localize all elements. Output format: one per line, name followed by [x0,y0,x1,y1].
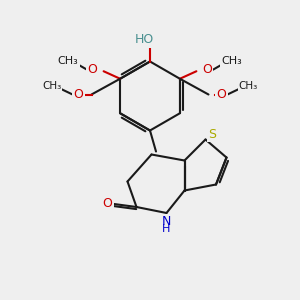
Text: CH₃: CH₃ [221,56,242,66]
Text: CH₃: CH₃ [42,81,61,92]
Text: O: O [103,196,112,210]
Text: S: S [208,128,216,141]
Text: O: O [202,63,212,76]
Text: O: O [74,88,83,101]
Text: CH₃: CH₃ [58,56,79,66]
Text: O: O [217,88,226,101]
Text: HO: HO [135,33,154,46]
Text: O: O [87,63,97,76]
Text: N: N [162,215,171,228]
Text: H: H [162,224,171,234]
Text: CH₃: CH₃ [239,81,258,92]
